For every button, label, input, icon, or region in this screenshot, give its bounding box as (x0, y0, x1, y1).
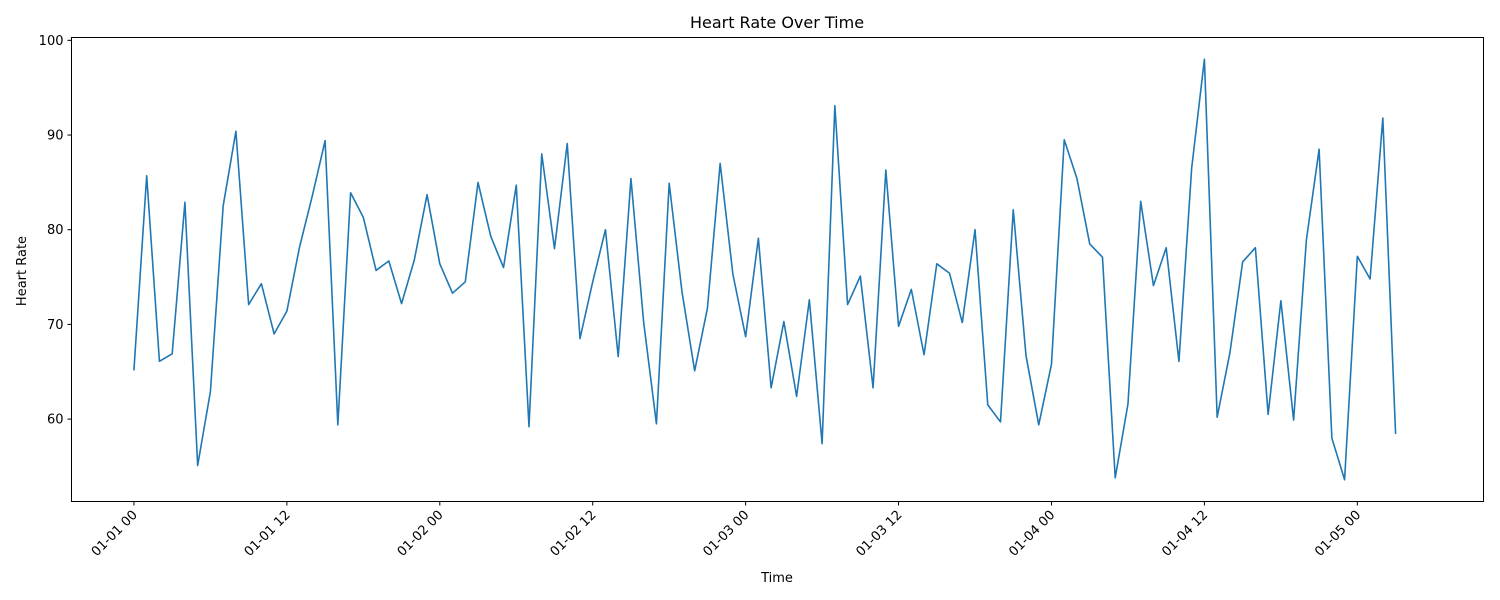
y-tick-label: 60 (47, 413, 64, 428)
x-tick-label: 01-05 00 (1312, 508, 1364, 560)
y-tick-label: 80 (47, 223, 64, 238)
y-tick-label: 100 (39, 34, 64, 49)
x-axis-label: Time (760, 571, 793, 586)
y-tick-label: 90 (47, 129, 64, 144)
x-tick-label: 01-02 12 (548, 508, 600, 560)
y-axis-ticks: 60 70 80 90 100 (39, 34, 72, 428)
x-tick-label: 01-04 00 (1006, 508, 1058, 560)
x-tick-label: 01-03 00 (701, 508, 753, 560)
plot-frame (71, 37, 1484, 502)
heart-rate-line (133, 58, 1397, 481)
x-axis-ticks: 01-01 00 01-01 12 01-02 00 01-02 12 01-03 00… (89, 501, 1364, 560)
chart-title: Heart Rate Over Time (690, 13, 864, 32)
x-tick-label: 01-02 00 (395, 508, 447, 560)
x-tick-label: 01-01 00 (89, 508, 141, 560)
x-tick-label: 01-01 12 (242, 508, 294, 560)
y-tick-label: 70 (47, 318, 64, 333)
series-layer (133, 58, 1397, 481)
x-tick-label: 01-04 12 (1159, 508, 1211, 560)
x-tick-label: 01-03 12 (853, 508, 905, 560)
y-axis-label: Heart Rate (15, 236, 30, 306)
